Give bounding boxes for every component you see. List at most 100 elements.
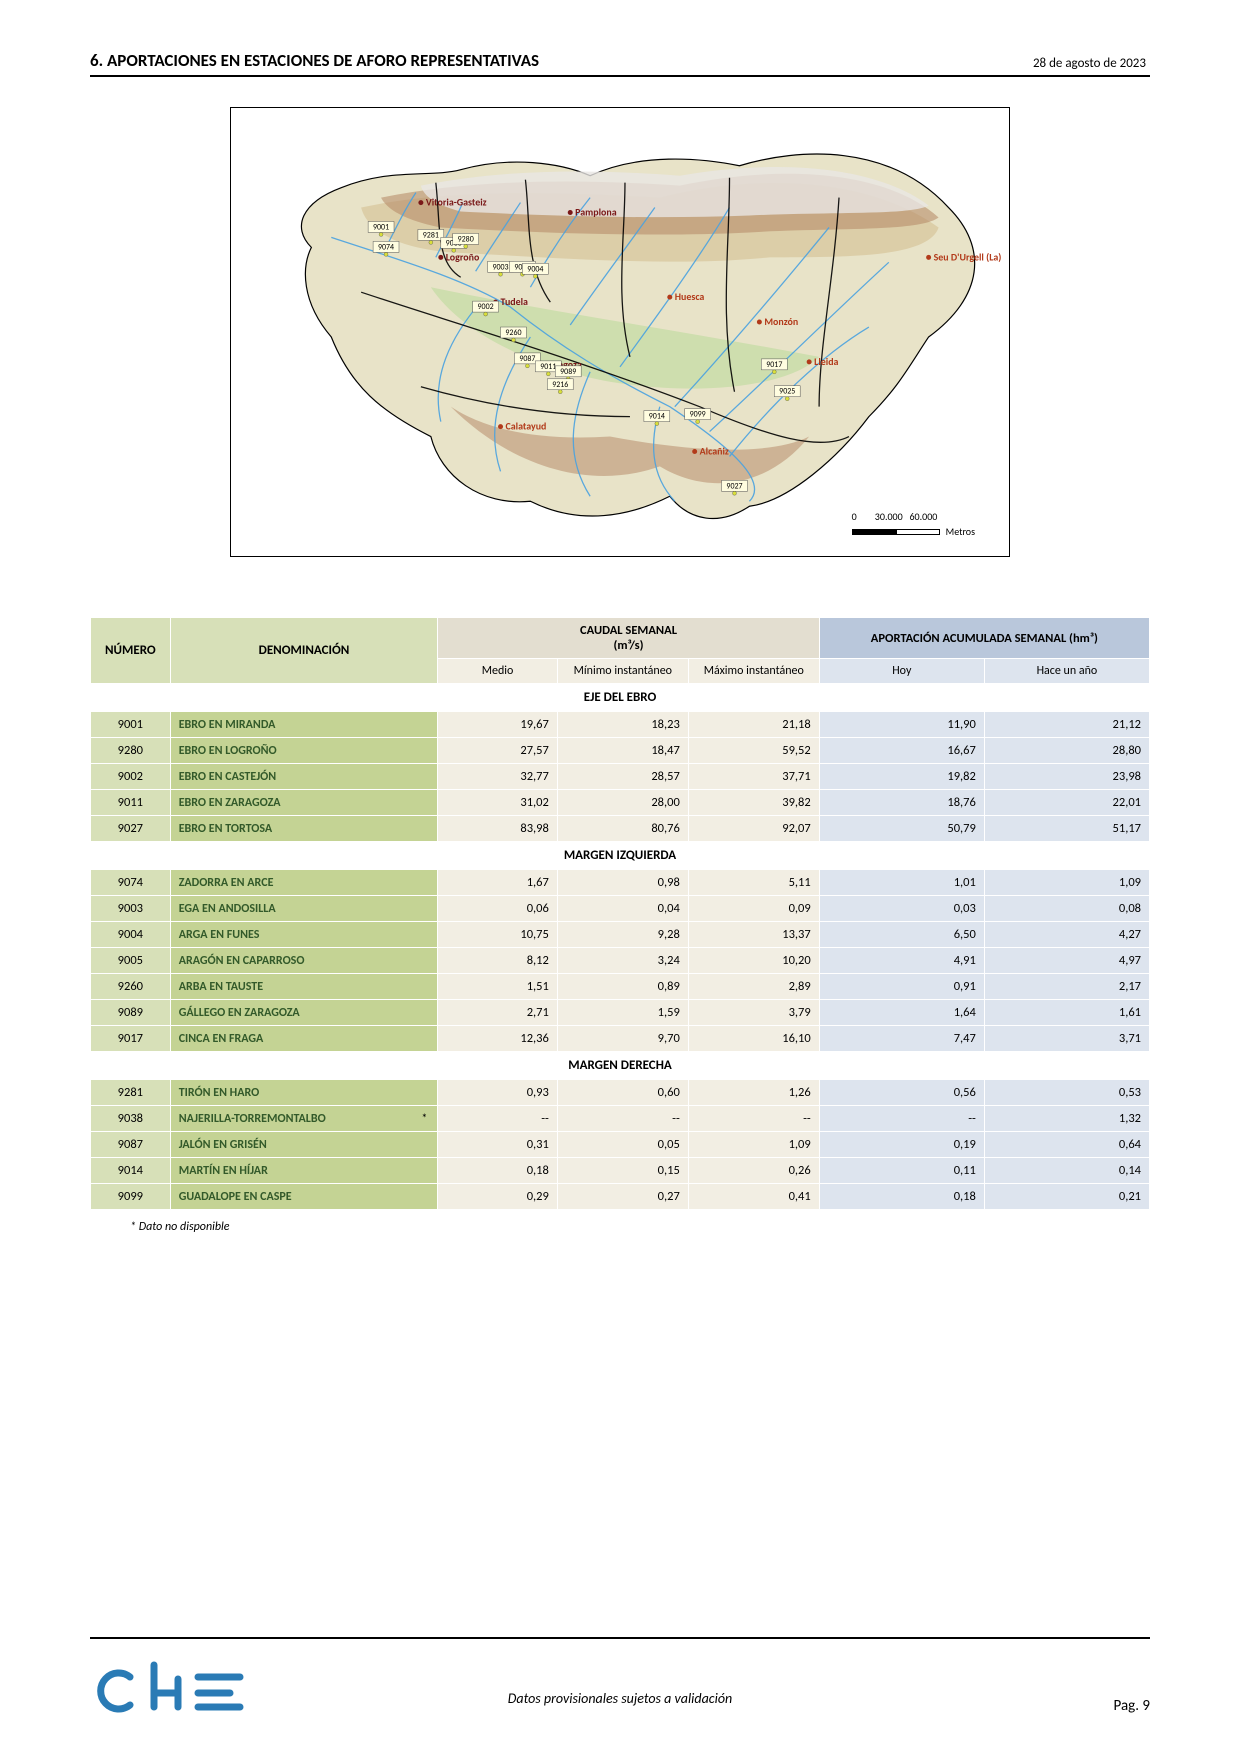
cell-medio: 32,77 [438,764,558,790]
cell-hoy: 7,47 [819,1026,984,1052]
cell-max: 59,52 [688,738,819,764]
map-station-id: 9260 [505,328,521,338]
map-city-label: Vitoria-Gasteiz [426,197,487,209]
cell-numero: 9099 [91,1184,171,1210]
cell-medio: 31,02 [438,790,558,816]
cell-max: 16,10 [688,1026,819,1052]
cell-hoy: 1,01 [819,870,984,896]
cell-numero: 9027 [91,816,171,842]
map-station-id: 9099 [690,410,706,420]
col-minimo: Mínimo instantáneo [557,659,688,684]
cell-numero: 9260 [91,974,171,1000]
map-city-label: Logroño [446,251,480,263]
cell-min: 0,27 [557,1184,688,1210]
cell-min: 28,00 [557,790,688,816]
table-section-title: EJE DEL EBRO [91,684,1150,712]
cell-denominacion: JALÓN EN GRISÉN [170,1132,438,1158]
table-row: 9002EBRO EN CASTEJÓN32,7728,5737,7119,82… [91,764,1150,790]
cell-min: 80,76 [557,816,688,842]
cell-ano: 1,61 [984,1000,1149,1026]
cell-hoy: 0,18 [819,1184,984,1210]
cell-hoy: -- [819,1106,984,1132]
cell-numero: 9038 [91,1106,171,1132]
table-row: 9017CINCA EN FRAGA12,369,7016,107,473,71 [91,1026,1150,1052]
cell-max: 37,71 [688,764,819,790]
cell-max: 1,26 [688,1080,819,1106]
cell-numero: 9017 [91,1026,171,1052]
cell-hoy: 0,56 [819,1080,984,1106]
cell-medio: 0,06 [438,896,558,922]
table-row: 9011EBRO EN ZARAGOZA31,0228,0039,8218,76… [91,790,1150,816]
table-section-title: MARGEN DERECHA [91,1052,1150,1080]
cell-hoy: 4,91 [819,948,984,974]
cell-max: 0,09 [688,896,819,922]
scale-unit: Metros [946,525,975,538]
report-date: 28 de agosto de 2023 [1033,56,1150,71]
scale-numbers: 0 30.000 60.000 [852,510,975,523]
cell-max: 0,26 [688,1158,819,1184]
map-city-label: Tudela [501,296,529,308]
cell-numero: 9003 [91,896,171,922]
cell-max: 1,09 [688,1132,819,1158]
cell-denominacion: TIRÓN EN HARO [170,1080,438,1106]
cell-ano: 0,14 [984,1158,1149,1184]
cell-max: 92,07 [688,816,819,842]
cell-denominacion: EBRO EN MIRANDA [170,712,438,738]
cell-ano: 0,64 [984,1132,1149,1158]
col-hoy: Hoy [819,659,984,684]
map-scale: 0 30.000 60.000 Metros [852,510,975,538]
cell-hoy: 18,76 [819,790,984,816]
map-station-id: 9002 [478,302,494,312]
table-row: 9005ARAGÓN EN CAPARROSO8,123,2410,204,91… [91,948,1150,974]
cell-medio: -- [438,1106,558,1132]
cell-numero: 9089 [91,1000,171,1026]
cell-min: 1,59 [557,1000,688,1026]
cell-min: 0,15 [557,1158,688,1184]
table-row: 9004ARGA EN FUNES10,759,2813,376,504,27 [91,922,1150,948]
cell-ano: 0,21 [984,1184,1149,1210]
cell-denominacion: ARAGÓN EN CAPARROSO [170,948,438,974]
cell-ano: 1,09 [984,870,1149,896]
cell-ano: 4,97 [984,948,1149,974]
cell-max: 5,11 [688,870,819,896]
table-row: 9074ZADORRA EN ARCE1,670,985,111,011,09 [91,870,1150,896]
map-city-label: Pamplona [575,207,617,219]
map-station-id: 9027 [726,481,742,491]
cell-medio: 0,18 [438,1158,558,1184]
cell-ano: 3,71 [984,1026,1149,1052]
cell-max: 2,89 [688,974,819,1000]
cell-numero: 9001 [91,712,171,738]
map-station-id: 9089 [560,367,576,377]
table-row: 9001EBRO EN MIRANDA19,6718,2321,1811,902… [91,712,1150,738]
cell-denominacion: GUADALOPE EN CASPE [170,1184,438,1210]
cell-numero: 9011 [91,790,171,816]
table-section-title: MARGEN IZQUIERDA [91,842,1150,870]
cell-max: 13,37 [688,922,819,948]
cell-ano: 51,17 [984,816,1149,842]
cell-ano: 23,98 [984,764,1149,790]
cell-numero: 9004 [91,922,171,948]
map-station-id: 9014 [649,412,665,422]
map-city-label: Lleida [814,356,838,368]
cell-ano: 4,27 [984,922,1149,948]
cell-min: 0,60 [557,1080,688,1106]
map-city-label: Huesca [675,291,705,303]
map-station-id: 9025 [779,387,795,397]
cell-min: 9,28 [557,922,688,948]
cell-medio: 2,71 [438,1000,558,1026]
cell-denominacion: NAJERILLA-TORREMONTALBO* [170,1106,438,1132]
footer-note: Datos provisionales sujetos a validación [508,1690,732,1707]
map-city-label: Monzón [764,316,798,328]
cell-denominacion: ZADORRA EN ARCE [170,870,438,896]
cell-min: 9,70 [557,1026,688,1052]
cell-numero: 9014 [91,1158,171,1184]
cell-medio: 1,51 [438,974,558,1000]
col-numero: NÚMERO [91,618,171,684]
table-row: 9089GÁLLEGO EN ZARAGOZA2,711,593,791,641… [91,1000,1150,1026]
map-station-id: 9017 [766,360,782,370]
col-denominacion: DENOMINACIÓN [170,618,438,684]
cell-ano: 2,17 [984,974,1149,1000]
header: 6. APORTACIONES EN ESTACIONES DE AFORO R… [90,50,1150,77]
map-station-id: 9001 [373,222,389,232]
map-station-id: 9281 [423,230,439,240]
